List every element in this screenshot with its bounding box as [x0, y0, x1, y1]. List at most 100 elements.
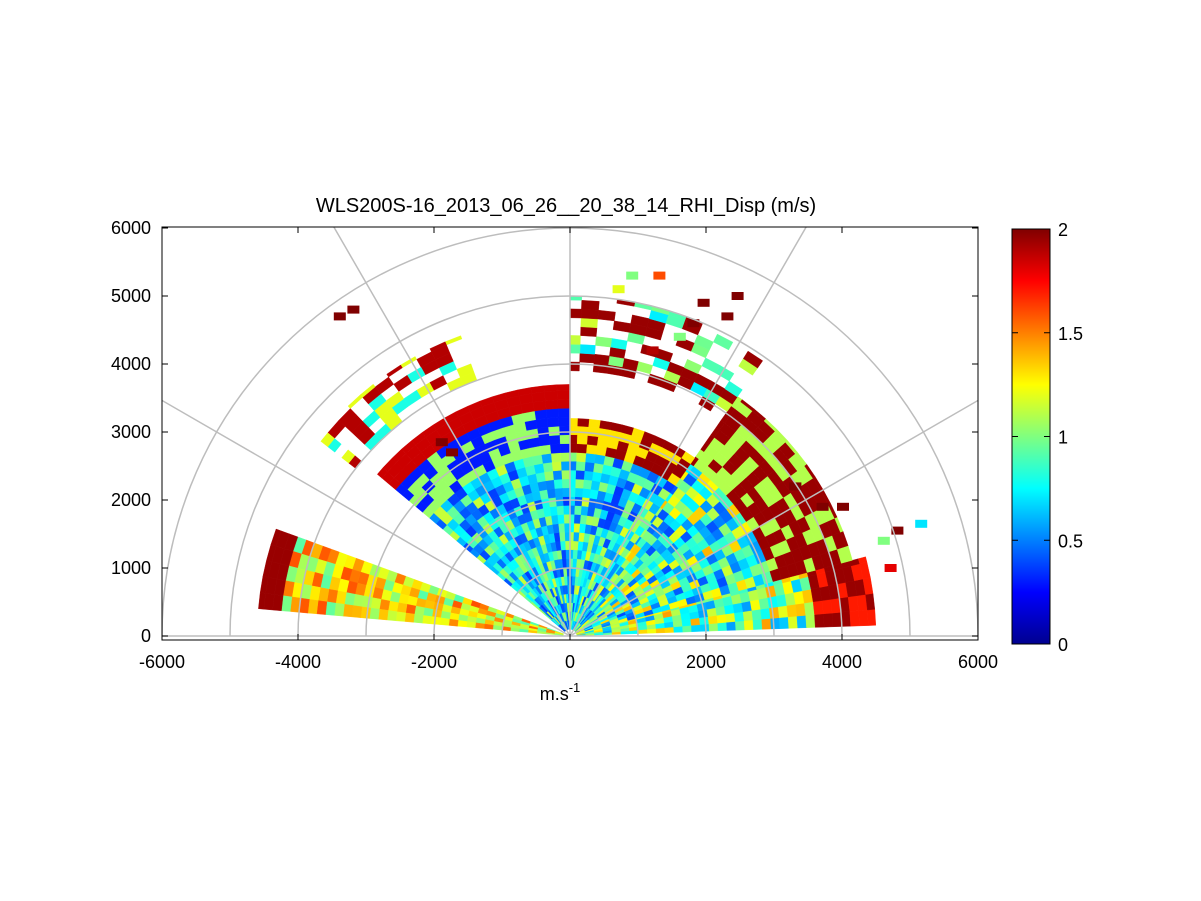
data-cell: [867, 609, 877, 626]
data-cell: [395, 611, 406, 622]
data-cell: [569, 344, 581, 354]
data-cell: [849, 610, 860, 627]
data-cell: [369, 607, 380, 620]
data-cell: [697, 298, 710, 307]
data-cell: [572, 540, 579, 551]
x-tick-label: 6000: [958, 652, 998, 672]
data-cell: [532, 400, 547, 412]
data-cell: [551, 461, 562, 472]
data-cell: [543, 384, 558, 393]
colorbar-tick-label: 1: [1058, 428, 1068, 448]
colorbar-tick-label: 1.5: [1058, 324, 1083, 344]
data-cell: [584, 461, 595, 472]
data-cell: [404, 612, 415, 623]
data-cell: [538, 435, 551, 447]
data-cell: [587, 426, 600, 437]
data-cell: [573, 531, 580, 542]
data-cell: [653, 271, 666, 280]
data-cell: [553, 478, 563, 489]
data-cell: [831, 612, 843, 628]
data-cell: [804, 601, 815, 616]
data-cell: [682, 625, 692, 633]
data-cell: [569, 425, 578, 436]
data-cell: [612, 285, 625, 294]
data-cell: [387, 600, 399, 612]
data-cell: [429, 341, 447, 353]
data-cell: [573, 505, 582, 515]
colorbar-ticks: 0 0.5 1 1.5 2: [1012, 220, 1083, 655]
data-cell: [823, 612, 834, 628]
data-cell: [582, 479, 593, 490]
data-cell: [584, 452, 596, 464]
data-cell: [558, 425, 571, 436]
data-cell: [422, 615, 433, 625]
x-axis-label-base: m.s: [540, 684, 569, 704]
data-cell: [386, 364, 403, 378]
data-cell: [561, 487, 571, 498]
data-cell: [579, 353, 595, 364]
data-cell: [735, 620, 745, 631]
data-cell: [752, 618, 763, 630]
data-cell: [555, 496, 564, 507]
data-cell: [536, 426, 550, 438]
grid-spoke: [569, 399, 978, 637]
data-cell: [575, 452, 587, 463]
data-cell: [787, 615, 798, 629]
data-cell: [325, 601, 336, 616]
data-cell: [796, 615, 807, 629]
data-cell: [576, 425, 589, 436]
x-axis-label-exponent: -1: [569, 680, 581, 695]
data-cell: [347, 394, 363, 409]
grid-spoke: [332, 227, 571, 637]
data-cell: [542, 461, 553, 473]
data-cell: [574, 496, 583, 507]
data-cell: [585, 444, 598, 455]
data-cell: [877, 536, 890, 545]
data-cell: [577, 418, 590, 427]
data-cell: [572, 549, 578, 560]
plot-area: [161, 226, 979, 641]
data-cell: [742, 610, 754, 622]
data-cell: [320, 432, 335, 448]
data-cell: [884, 564, 897, 572]
data-cell: [779, 616, 790, 629]
data-cell: [564, 531, 571, 542]
data-cell: [731, 292, 744, 300]
data-cell: [569, 335, 581, 345]
data-cell: [554, 487, 563, 498]
data-cell: [405, 604, 417, 615]
data-cell: [547, 425, 560, 437]
data-cell: [816, 502, 829, 511]
data-cell: [556, 390, 571, 400]
data-cell: [741, 600, 753, 612]
data-cell: [414, 605, 425, 616]
data-cell: [307, 599, 319, 615]
data-cell: [770, 617, 781, 630]
data-cell: [541, 453, 552, 464]
data-cell: [561, 478, 571, 489]
data-cell: [569, 418, 578, 427]
y-tick-label: 3000: [111, 422, 151, 442]
data-cell: [574, 487, 584, 498]
data-cell: [726, 621, 737, 631]
data-cell: [466, 621, 476, 628]
data-cell: [377, 467, 388, 479]
colorbar-tick-label: 0: [1058, 635, 1068, 655]
data-cell: [448, 618, 459, 627]
data-cell: [821, 599, 833, 615]
data-cell: [891, 526, 904, 535]
data-cell: [334, 602, 345, 617]
data-cell: [557, 514, 565, 524]
data-cell: [575, 469, 585, 480]
data-cell: [258, 592, 266, 610]
data-cell: [569, 443, 577, 453]
chart-title: WLS200S-16_2013_06_26__20_38_14_RHI_Disp…: [316, 195, 816, 217]
data-cell: [586, 435, 599, 446]
data-cell: [386, 610, 398, 622]
data-cell: [574, 478, 584, 489]
data-cell: [569, 478, 576, 489]
data-cell: [572, 558, 578, 568]
data-cell: [544, 390, 558, 401]
data-cell: [550, 452, 562, 463]
